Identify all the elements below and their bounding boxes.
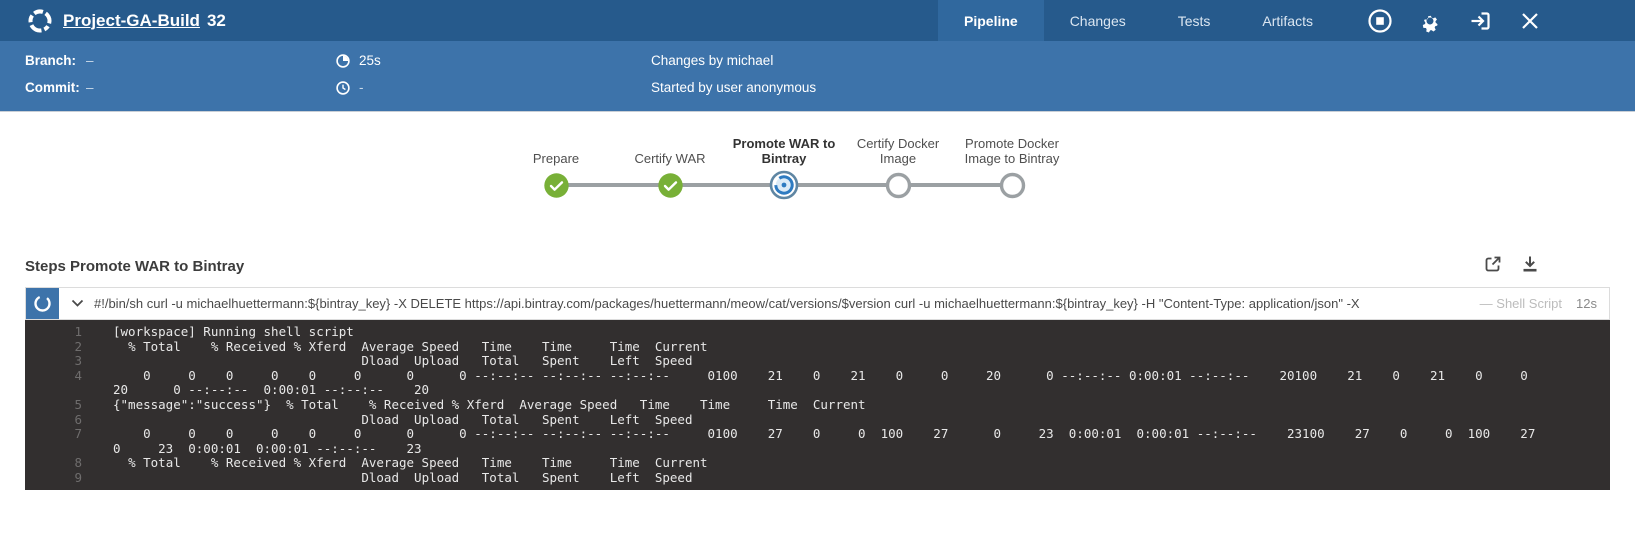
- stage-certify-war: Certify WAR: [613, 125, 727, 200]
- log-line: 6 Dload Upload Total Spent Left Speed: [25, 411, 1610, 428]
- log-line: 8 % Total % Received % Xferd Average Spe…: [25, 456, 1610, 471]
- jenkins-blueocean-logo-icon[interactable]: [27, 8, 53, 34]
- endtime-value: -: [359, 80, 364, 95]
- steps-section-heading: Steps Promote WAR to Bintray: [25, 258, 245, 275]
- log-line: 4 0 0 0 0 0 0 0 0 --:--:-- --:--:-- --:-…: [25, 367, 1610, 398]
- log-line-number[interactable]: 9: [74, 469, 82, 485]
- endtime-row: -: [336, 79, 364, 100]
- log-line-text: % Total % Received % Xferd Average Speed…: [113, 338, 708, 354]
- commit-label: Commit:: [25, 80, 80, 95]
- log-line-number[interactable]: 5: [74, 396, 82, 412]
- run-tabs: Pipeline Changes Tests Artifacts: [938, 0, 1339, 41]
- close-icon[interactable]: [1517, 8, 1543, 34]
- stage-label: Certify WAR: [634, 151, 706, 166]
- log-line-number[interactable]: 1: [74, 324, 82, 339]
- pipeline-graph: Prepare Certify WAR Prom: [499, 125, 1069, 225]
- go-to-classic-icon[interactable]: [1467, 8, 1493, 34]
- log-line-number[interactable]: 4: [74, 367, 82, 383]
- log-line: 1 [workspace] Running shell script: [25, 324, 1610, 340]
- stage-label: Certify Docker Image: [856, 136, 940, 166]
- run-number: 32: [206, 10, 226, 30]
- log-line: 2 % Total % Received % Xferd Average Spe…: [25, 338, 1610, 355]
- log-line-text: Dload Upload Total Spent Left Speed: [113, 469, 693, 485]
- tab-tests[interactable]: Tests: [1177, 12, 1211, 29]
- top-header-bar: Project-GA-Build 32 Pipeline Changes Test…: [0, 0, 1635, 41]
- run-details-bar: Branch: – Commit: – 25s - Changes by mic…: [0, 41, 1635, 111]
- step-row-shell-script[interactable]: #!/bin/sh curl -u michaelhuettermann:${b…: [25, 287, 1610, 320]
- log-line-number[interactable]: 7: [74, 426, 82, 442]
- log-line-text: 0 0 0 0 0 0 0 0 --:--:-- --:--:-- --:--:…: [113, 426, 1581, 456]
- changes-text: Changes by michael: [651, 53, 774, 68]
- stage-node-success-icon[interactable]: [655, 170, 685, 200]
- stage-node-running-spinner-icon[interactable]: [769, 170, 799, 200]
- started-by-text: Started by user anonymous: [651, 80, 817, 95]
- stage-prepare: Prepare: [499, 125, 613, 200]
- clock-icon: [336, 81, 350, 100]
- stage-node-pending-icon[interactable]: [883, 170, 913, 200]
- log-line-number[interactable]: 8: [74, 455, 82, 471]
- log-line-text: {"message":"success"} % Total % Received…: [113, 396, 866, 412]
- branch-value: –: [86, 53, 94, 68]
- log-line-number[interactable]: 6: [74, 411, 82, 427]
- header-actions: [1367, 8, 1635, 34]
- stop-build-icon[interactable]: [1367, 8, 1393, 34]
- tab-changes[interactable]: Changes: [1069, 12, 1126, 29]
- duration-icon: [336, 54, 350, 73]
- log-line: 3 Dload Upload Total Spent Left Speed: [25, 354, 1610, 369]
- log-line-text: Dload Upload Total Spent Left Speed: [113, 353, 693, 369]
- branch-label: Branch:: [25, 53, 77, 68]
- stage-label: Promote Docker Image to Bintray: [964, 136, 1060, 166]
- step-type-label: — Shell Script: [1479, 296, 1563, 311]
- stage-node-success-icon[interactable]: [541, 170, 571, 200]
- project-link[interactable]: Project-GA-Build: [63, 10, 200, 30]
- tab-pipeline[interactable]: Pipeline: [938, 0, 1044, 41]
- stage-promote-docker-image-to-bintray: Promote Docker Image to Bintray: [955, 125, 1069, 200]
- step-duration: 12s: [1576, 296, 1597, 311]
- gear-icon[interactable]: [1417, 8, 1443, 34]
- step-command-text: #!/bin/sh curl -u michaelhuettermann:${b…: [94, 296, 1360, 311]
- duration-row: 25s: [336, 52, 381, 73]
- log-line-text: Dload Upload Total Spent Left Speed: [113, 411, 693, 427]
- open-in-new-window-icon[interactable]: [1483, 254, 1503, 274]
- tab-artifacts[interactable]: Artifacts: [1262, 12, 1313, 29]
- step-running-status-icon: [26, 288, 59, 319]
- log-line-text: 0 0 0 0 0 0 0 0 --:--:-- --:--:-- --:--:…: [113, 367, 1566, 398]
- stage-certify-docker-image: Certify Docker Image: [841, 125, 955, 200]
- stage-promote-war-to-bintray: Promote WAR to Bintray: [727, 125, 841, 200]
- log-line: 9 Dload Upload Total Spent Left Speed: [25, 469, 1610, 486]
- duration-value: 25s: [359, 53, 381, 68]
- stage-label: Promote WAR to Bintray: [732, 136, 836, 166]
- steps-actions: [1483, 254, 1540, 274]
- download-log-icon[interactable]: [1520, 254, 1540, 274]
- log-line: 5 {"message":"success"} % Total % Receive…: [25, 396, 1610, 413]
- log-line-text: % Total % Received % Xferd Average Speed…: [113, 455, 708, 471]
- chevron-down-icon[interactable]: [71, 299, 84, 308]
- log-line-text: [workspace] Running shell script: [113, 324, 354, 339]
- stage-label: Prepare: [532, 151, 580, 166]
- log-line-number[interactable]: 2: [74, 338, 82, 354]
- log-line-number[interactable]: 3: [74, 353, 82, 369]
- log-line: 7 0 0 0 0 0 0 0 0 --:--:-- --:--:-- --:-…: [25, 426, 1610, 456]
- stage-node-pending-icon[interactable]: [997, 170, 1027, 200]
- commit-value: –: [86, 80, 94, 95]
- console-log: 1 [workspace] Running shell script 2 % To…: [25, 320, 1610, 490]
- page-title: Project-GA-Build 32: [63, 11, 226, 31]
